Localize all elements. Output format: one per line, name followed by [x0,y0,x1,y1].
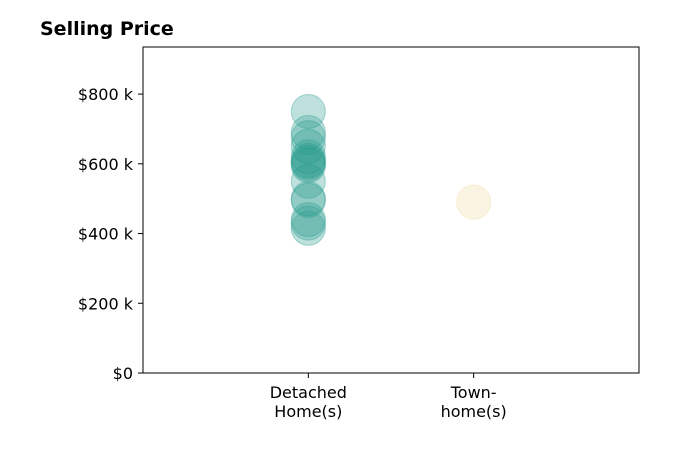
chart-title: Selling Price [40,18,174,40]
data-point [290,163,326,199]
data-point [290,120,326,156]
data-point [290,147,326,184]
data-point [290,210,326,246]
y-tick-label: $800 k [78,85,134,104]
data-point [290,144,326,180]
x-tick-label: Detached [270,383,347,402]
y-tick-label: $0 [113,364,133,383]
data-point [456,184,492,220]
data-point [290,201,326,238]
data-point [290,146,326,182]
data-point [290,114,326,151]
data-point [290,93,326,130]
plot-area: $0 $200 k $400 k $600 k $800 k DetachedHome(s… [78,46,640,421]
y-tick-label: $400 k [78,225,134,244]
data-point [290,142,326,178]
y-tick-label: $200 k [78,294,134,313]
x-tick-label: Town- [450,383,497,402]
data-point [290,128,326,164]
data-point [290,181,326,217]
data-point [290,182,326,219]
data-point [290,205,326,241]
data-point [290,139,326,175]
plot-frame [142,46,640,374]
x-tick-label: home(s) [441,402,507,421]
y-tick-label: $600 k [78,155,134,174]
x-tick-label: Home(s) [274,402,342,421]
